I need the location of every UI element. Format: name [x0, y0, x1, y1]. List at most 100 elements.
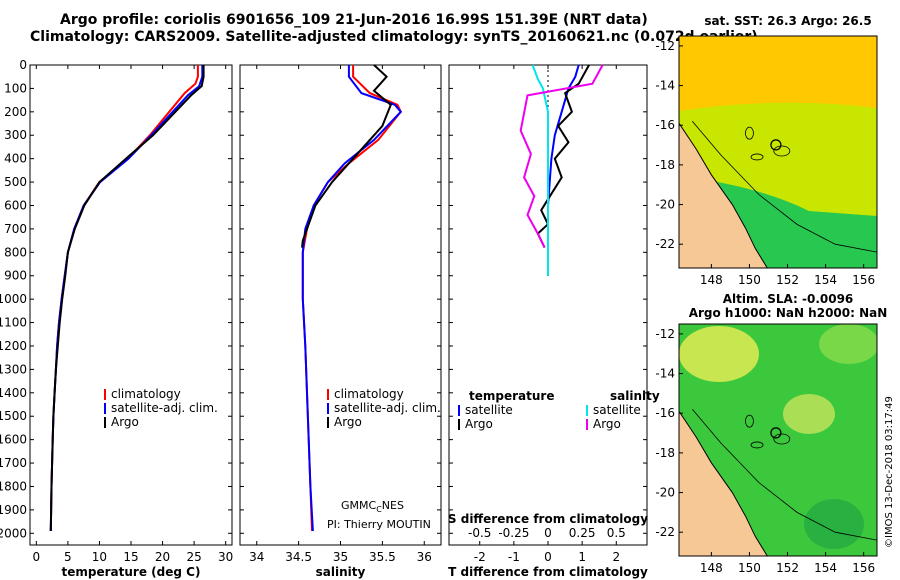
sst-map-reef-outline	[745, 126, 754, 140]
salinity-x-tick-label: 35	[333, 550, 348, 564]
difference-legend-label: satellite	[593, 403, 641, 417]
difference-x-tick-label: 2	[612, 550, 620, 564]
title-line-1: Argo profile: coriolis 6901656_109 21-Ju…	[60, 12, 648, 28]
temperature-legend-label: satellite-adj. clim.	[111, 401, 218, 415]
difference-x-tick-label: -1	[508, 550, 520, 564]
sla-map-frame	[678, 323, 878, 557]
depth-tick-label: 1500	[0, 409, 27, 423]
difference-legend-label: satellite	[465, 403, 513, 417]
sla-low-anomaly	[804, 499, 864, 549]
temperature-x-tick-label: 5	[64, 550, 72, 564]
salinity-x-tick-label: 34	[249, 550, 264, 564]
sla-map-y-tick-label: -14	[655, 367, 675, 381]
depth-tick-label: 1000	[0, 292, 27, 306]
credit-org-sub: C	[376, 505, 382, 515]
credit-pi: PI: Thierry MOUTIN	[327, 518, 431, 531]
credit-org-tail: NES	[381, 499, 404, 512]
difference-legend-label: Argo	[465, 417, 493, 431]
salinity-series-1	[301, 65, 403, 532]
salinity-panel-frame	[239, 64, 442, 546]
temperature-x-tick-label: 25	[186, 550, 201, 564]
sla-map-float-position-marker	[770, 427, 782, 439]
temperature-x-tick-label: 15	[123, 550, 138, 564]
temperature-x-tick-label: 10	[92, 550, 107, 564]
salinity-x-tick-label: 36	[417, 550, 432, 564]
sst-map-x-tick-label: 152	[776, 273, 799, 287]
depth-tick-label: 1700	[0, 456, 27, 470]
sst-map-x-tick-label: 154	[814, 273, 837, 287]
salinity-diff-tick-label: -0.5	[468, 526, 491, 540]
salinity-series-2	[301, 64, 392, 248]
depth-tick-label: 0	[19, 58, 27, 72]
salinity-diff-tick-label: 0	[544, 526, 552, 540]
salinity-legend-label: satellite-adj. clim.	[334, 401, 441, 415]
temperature-x-axis-label: temperature (deg C)	[62, 565, 201, 579]
depth-tick-label: 400	[4, 152, 27, 166]
legend-salinity-heading: salinity	[610, 389, 660, 403]
salinity-diff-axis-label: S difference from climatology	[448, 512, 648, 526]
sla-map-y-tick-label: -22	[655, 525, 675, 539]
sla-map-x-tick-label: 154	[814, 561, 837, 575]
copyright-stamp: ©IMOS 13-Dec-2018 03:17:49	[884, 396, 895, 548]
sla-map-land	[679, 410, 768, 556]
depth-tick-label: 1800	[0, 479, 27, 493]
temperature-legend-label: Argo	[111, 415, 139, 429]
title-line-2: Climatology: CARS2009. Satellite-adjuste…	[30, 29, 758, 45]
sla-map-reef-outline	[750, 441, 764, 449]
temperature-x-tick-label: 20	[155, 550, 170, 564]
sst-map-frame	[678, 35, 878, 269]
legend-temperature-heading: temperature	[469, 389, 554, 403]
sla-map-x-tick-label: 148	[700, 561, 723, 575]
depth-tick-label: 1100	[0, 316, 27, 330]
difference-legend-label: Argo	[593, 417, 621, 431]
salinity-diff-tick-label: 0.5	[607, 526, 626, 540]
sla-high-anomaly	[679, 326, 759, 382]
depth-tick-label: 1300	[0, 362, 27, 376]
salinity-diff-tick-label: 0.25	[569, 526, 596, 540]
salinity-diff-tick-label: -0.25	[498, 526, 529, 540]
sla-map-reef-outline	[773, 433, 791, 445]
salinity-x-axis-label: salinity	[316, 565, 366, 579]
sst-map-reef-outline	[773, 145, 791, 157]
depth-tick-label: 700	[4, 222, 27, 236]
sla-map-y-tick-label: -12	[655, 327, 675, 341]
difference-x-tick-label: 1	[578, 550, 586, 564]
sla-map-content	[679, 324, 877, 556]
difference-x-tick-label: 0	[544, 550, 552, 564]
sst-map-reef-outline	[750, 153, 764, 161]
depth-tick-label: 800	[4, 245, 27, 259]
depth-tick-label: 300	[4, 128, 27, 142]
sst-map-y-tick-label: -18	[655, 158, 675, 172]
sst-map-x-tick-label: 156	[852, 273, 875, 287]
difference-series-3	[519, 64, 604, 249]
sst-map-land	[679, 122, 768, 268]
depth-tick-label: 1900	[0, 503, 27, 517]
sla-map-y-tick-label: -18	[655, 446, 675, 460]
salinity-legend-label: Argo	[334, 415, 362, 429]
sst-map-float-position-marker	[770, 139, 782, 151]
temperature-legend-label: climatology	[111, 387, 181, 401]
sst-map-x-tick-label: 150	[738, 273, 761, 287]
depth-tick-label: 200	[4, 105, 27, 119]
sst-map-depth-contour	[692, 121, 877, 253]
temperature-x-tick-label: 30	[218, 550, 233, 564]
difference-x-axis-label: T difference from climatology	[448, 565, 648, 579]
sst-map-y-tick-label: -12	[655, 39, 675, 53]
sla-map-depth-contour	[692, 409, 877, 541]
temperature-x-tick-label: 0	[32, 550, 40, 564]
sst-map-content	[679, 36, 877, 268]
sla-high-anomaly	[819, 324, 877, 364]
depth-tick-label: 900	[4, 269, 27, 283]
sla-map-reef-outline	[745, 414, 754, 428]
difference-x-tick-label: -2	[474, 550, 486, 564]
sla-map-x-tick-label: 150	[738, 561, 761, 575]
depth-tick-label: 500	[4, 175, 27, 189]
sla-map-x-tick-label: 156	[852, 561, 875, 575]
sla-map-y-tick-label: -20	[655, 486, 675, 500]
depth-tick-label: 600	[4, 198, 27, 212]
sst-map-y-tick-label: -22	[655, 237, 675, 251]
temperature-series-2	[49, 65, 205, 532]
sst-map-y-tick-label: -16	[655, 118, 675, 132]
sst-map-title: sat. SST: 26.3 Argo: 26.5	[704, 14, 872, 28]
